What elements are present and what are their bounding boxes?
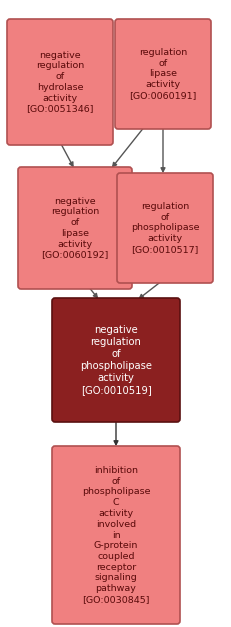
FancyBboxPatch shape bbox=[18, 167, 132, 289]
FancyBboxPatch shape bbox=[52, 446, 180, 624]
Text: regulation
of
phospholipase
activity
[GO:0010517]: regulation of phospholipase activity [GO… bbox=[131, 202, 199, 254]
Text: negative
regulation
of
hydrolase
activity
[GO:0051346]: negative regulation of hydrolase activit… bbox=[26, 51, 94, 113]
FancyBboxPatch shape bbox=[117, 173, 213, 283]
FancyBboxPatch shape bbox=[52, 298, 180, 422]
Text: regulation
of
lipase
activity
[GO:0060191]: regulation of lipase activity [GO:006019… bbox=[129, 48, 197, 100]
FancyBboxPatch shape bbox=[7, 19, 113, 145]
Text: negative
regulation
of
lipase
activity
[GO:0060192]: negative regulation of lipase activity [… bbox=[41, 197, 109, 260]
FancyBboxPatch shape bbox=[115, 19, 211, 129]
Text: negative
regulation
of
phospholipase
activity
[GO:0010519]: negative regulation of phospholipase act… bbox=[80, 325, 152, 395]
Text: inhibition
of
phospholipase
C
activity
involved
in
G-protein
coupled
receptor
si: inhibition of phospholipase C activity i… bbox=[82, 466, 150, 604]
